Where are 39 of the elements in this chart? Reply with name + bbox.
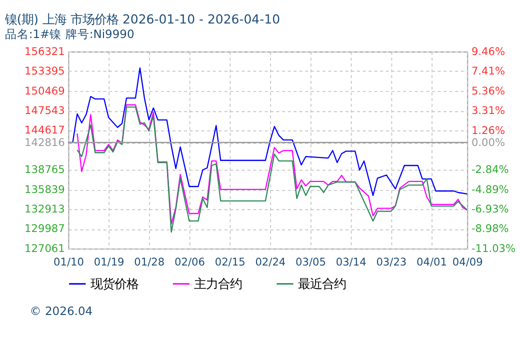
x-tick-label: 04/09 — [452, 256, 483, 268]
y-tick-label: 132913 — [24, 204, 65, 216]
y2-tick-label: -6.93% — [471, 204, 509, 216]
x-tick-label: 01/28 — [134, 256, 165, 268]
y2-tick-label: 9.46% — [471, 46, 506, 58]
chart-subtitle: 品名:1#镍 牌号:Ni9990 — [4, 27, 134, 42]
x-tick-label: 02/24 — [255, 256, 286, 268]
y-tick-label: 127061 — [24, 242, 65, 255]
y-tick-label: 129987 — [24, 223, 65, 236]
x-tick-label: 03/23 — [376, 256, 407, 268]
y-tick-label: 147543 — [24, 105, 65, 118]
legend-label: 现货价格 — [90, 276, 138, 291]
y-tick-label: 156321 — [24, 46, 65, 58]
y-tick-label: 142816 — [24, 136, 66, 149]
y-tick-label: 153395 — [24, 66, 65, 78]
x-tick-label: 02/06 — [174, 256, 206, 268]
x-tick-label: 01/19 — [94, 256, 124, 268]
y2-tick-label: 3.31% — [471, 105, 506, 118]
y2-tick-label: 0.00% — [471, 136, 506, 149]
x-tick-label: 02/15 — [214, 256, 246, 268]
y2-tick-label: -11.03% — [471, 242, 516, 255]
legend-label: 主力合约 — [194, 276, 242, 291]
y-tick-label: 144617 — [24, 124, 65, 137]
x-tick-label: 03/05 — [296, 256, 326, 268]
x-tick-label: 01/10 — [54, 256, 84, 268]
y2-tick-label: 5.36% — [471, 85, 506, 98]
y2-tick-label: -2.84% — [471, 164, 509, 176]
y2-tick-label: 1.26% — [471, 124, 506, 137]
text: © 2026.04 — [30, 304, 93, 318]
x-tick-label: 03/14 — [336, 256, 367, 268]
legend-label: 最近合约 — [298, 276, 346, 291]
y2-tick-label: -8.98% — [471, 223, 509, 236]
y-tick-label: 135839 — [24, 184, 65, 196]
y-tick-label: 138765 — [24, 164, 65, 176]
x-tick-label: 04/01 — [416, 256, 447, 268]
chart-title: 镍(期) 上海 市场价格 2026-01-10 - 2026-04-10 — [4, 12, 280, 27]
y-tick-label: 150469 — [24, 85, 65, 98]
y2-tick-label: -4.89% — [471, 184, 509, 196]
y2-tick-label: 7.41% — [471, 66, 506, 78]
